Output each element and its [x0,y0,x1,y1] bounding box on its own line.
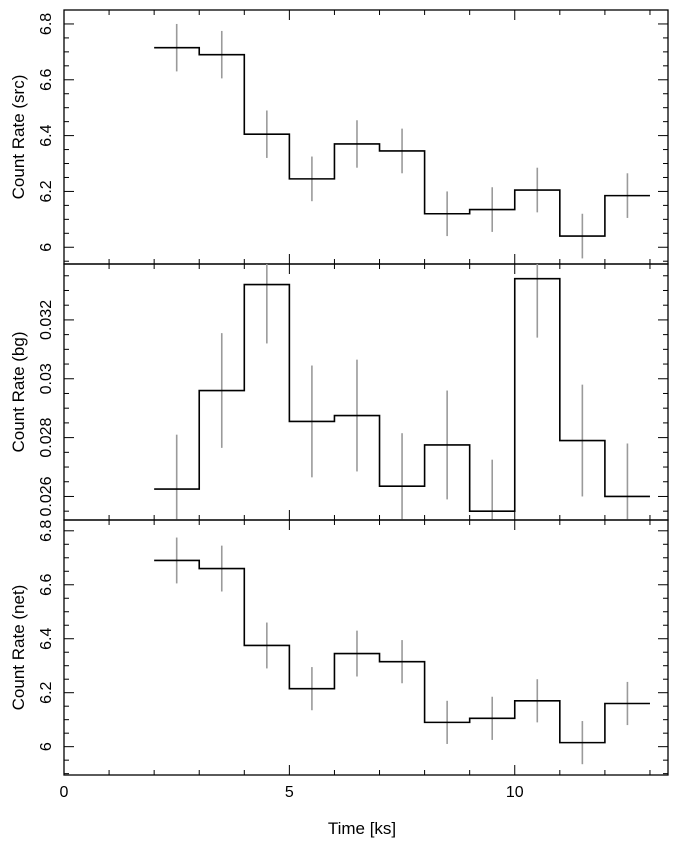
y-axis-label-bg: Count Rate (bg) [9,332,28,453]
y-tick-label: 6.2 [38,681,55,703]
y-tick-label: 6 [38,243,55,252]
x-tick-label: 5 [285,784,294,801]
net-count-rate-panel: 6 6.2 6.4 6.6 6.8 Count Rate (net) 0 5 10 [9,519,669,801]
y-tick-label: 6.8 [38,520,55,542]
x-tick-label: 0 [60,784,69,801]
x-axis-label: Time [ks] [328,819,396,838]
plot-frame-bg [63,263,669,521]
y-tick-label: 0.032 [38,300,55,340]
x-tick-label: 10 [506,784,524,801]
lightcurve-step-net [154,559,650,744]
plot-frame-net [63,519,669,776]
y-axis-label-net: Count Rate (net) [9,585,28,711]
lightcurve-step-src [154,46,650,237]
lightcurve-step-bg [154,277,650,512]
y-tick-label: 6.4 [38,628,55,650]
src-count-rate-panel: 6 6.2 6.4 6.6 6.8 Count Rate (src) [9,9,669,265]
y-tick-label: 6 [38,742,55,751]
y-tick-label: 6.2 [38,180,55,202]
y-tick-label: 6.6 [38,69,55,91]
y-tick-label: 0.03 [38,363,55,394]
y-tick-label: 0.028 [38,417,55,457]
y-tick-label: 6.4 [38,124,55,146]
y-tick-label: 0.026 [38,476,55,516]
y-tick-label: 6.6 [38,574,55,596]
y-tick-label: 6.8 [38,13,55,35]
y-axis-label-src: Count Rate (src) [9,75,28,200]
bg-count-rate-panel: 0.026 0.028 0.03 0.032 Count Rate (bg) [9,263,669,521]
